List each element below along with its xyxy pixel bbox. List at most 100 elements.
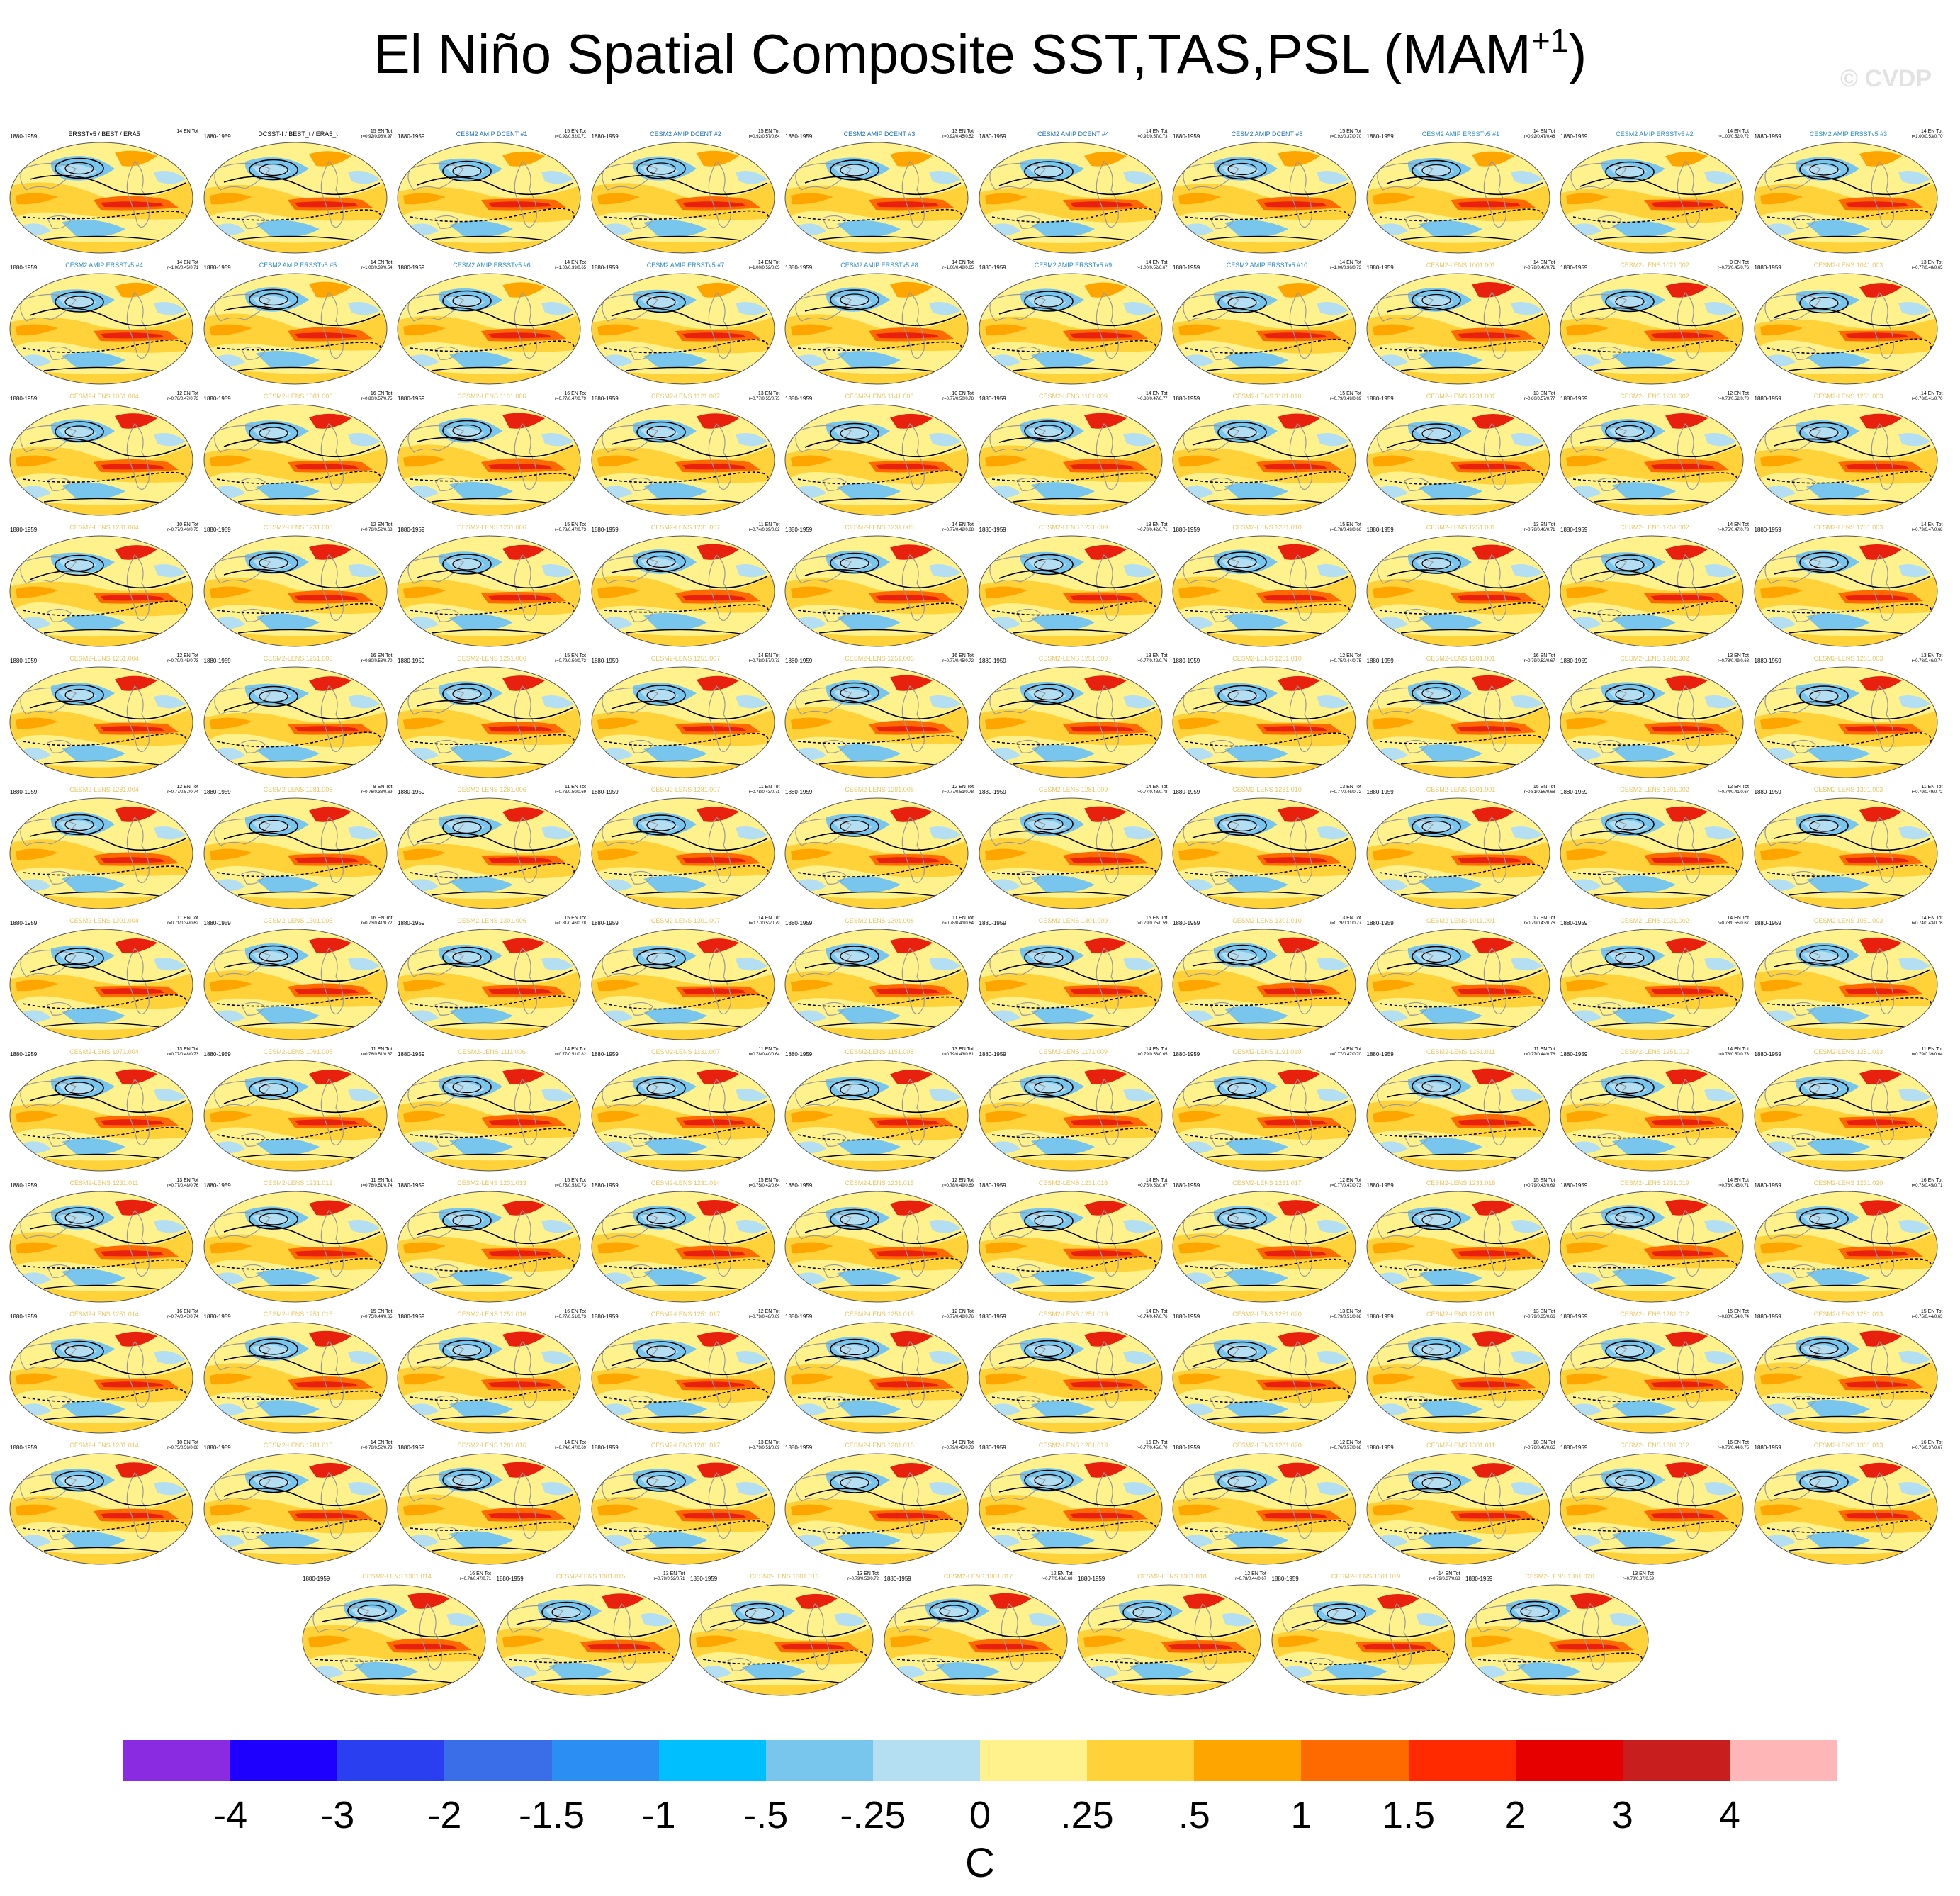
map-border (1754, 404, 1937, 516)
arctic-warm (696, 413, 739, 429)
indian-ocean-warm (1759, 193, 1803, 205)
panel-title: CESM2 AMIP ERSSTv5 #2 (1616, 130, 1694, 138)
panel-pattern-correlation: r=0.79/0.43/0.81 (942, 1053, 974, 1057)
atlantic-cool (1122, 432, 1155, 447)
psl-contour-low (248, 685, 298, 707)
map-panel: 1880-1959 CESM2-LENS 1231.001 13 EN Tot r=0… (1365, 391, 1558, 520)
map-border (1560, 404, 1744, 516)
map-field (785, 536, 968, 646)
map-border (1754, 142, 1937, 254)
map-field (979, 798, 1162, 909)
map-border (9, 404, 193, 516)
panel-map (591, 1322, 775, 1434)
map-field (591, 536, 775, 646)
panel-pattern-correlation: r=0.81/0.56/0.68 (1523, 790, 1555, 795)
map-field (785, 798, 968, 909)
panel-event-count: 14 EN Tot (952, 1440, 974, 1445)
americas-outline (708, 292, 731, 359)
panel-years: 1880-1959 (1754, 1445, 1781, 1451)
panel-map (1172, 1191, 1356, 1303)
americas-outline (514, 292, 537, 359)
panel-event-count: 13 EN Tot (1920, 260, 1943, 265)
americas-outline (320, 292, 344, 359)
map-field (1366, 142, 1550, 253)
panel-title: CESM2 AMIP ERSSTv5 #5 (259, 262, 337, 269)
panel-title: CESM2 AMIP ERSSTv5 #8 (840, 262, 918, 269)
psl-contour-low (248, 288, 298, 310)
panel-years: 1880-1959 (1173, 789, 1200, 795)
psl-contour-low-inner (1227, 426, 1257, 439)
eurasia-outline (20, 556, 77, 584)
map-field (1754, 798, 1937, 909)
australia-outline (47, 346, 72, 360)
psl-contour-south (43, 498, 165, 504)
panel-years: 1880-1959 (1366, 658, 1394, 664)
panel-title: CESM2-LENS 1251.008 (845, 655, 914, 662)
panel-pattern-correlation: r=1.00/0.39/0.65 (555, 266, 586, 270)
panel-pattern-correlation: r=0.77/0.51/0.82 (555, 1053, 586, 1057)
panel-event-count: 10 EN Tot (952, 391, 974, 396)
map-field (398, 798, 580, 909)
map-field (884, 1585, 1067, 1695)
panel-event-count: 9 EN Tot (373, 785, 393, 790)
panel-title: CESM2-LENS 1071.004 (69, 1048, 139, 1055)
map-panel: 1880-1959 CESM2-LENS 1301.013 16 EN Tot r=0… (1753, 1440, 1946, 1569)
psl-contour-south (1400, 235, 1521, 242)
colorbar-tick-label: .5 (1178, 1794, 1210, 1836)
psl-contour-low-inner (1615, 295, 1645, 308)
colorbar-units: C (965, 1840, 995, 1886)
panel-map (397, 273, 581, 385)
panel-title: CESM2-LENS 1251.019 (1038, 1311, 1108, 1318)
panel-map (1172, 1322, 1356, 1434)
map-border (1366, 142, 1550, 254)
map-field (398, 1060, 580, 1171)
panel-years: 1880-1959 (10, 1445, 38, 1451)
panel-pattern-correlation: r=0.81/0.46/0.78 (555, 921, 586, 926)
map-field (1754, 536, 1937, 646)
panel-pattern-correlation: r=0.77/0.50/0.78 (942, 397, 974, 401)
indian-ocean-warm (16, 455, 58, 467)
panel-title: CESM2-LENS 1301.007 (650, 917, 721, 924)
panel-years: 1880-1959 (398, 396, 425, 402)
psl-contour-low-inner (1421, 293, 1451, 307)
atlantic-cool (347, 695, 380, 709)
panel-years: 1880-1959 (398, 133, 425, 140)
panel-title: CESM2-LENS 1281.009 (1038, 786, 1108, 793)
panel-pattern-correlation: r=1.00/0.36/0.73 (1330, 266, 1361, 270)
psl-contour (998, 570, 1155, 589)
panel-event-count: 15 EN Tot (757, 1178, 780, 1183)
australia-outline (1403, 477, 1429, 491)
map-panel: 1880-1959 CESM2-LENS 1231.007 11 EN Tot r=0… (590, 522, 783, 651)
indian-ocean-warm (403, 586, 446, 598)
arctic-warm (696, 282, 739, 298)
psl-contour-low-inner (258, 163, 288, 176)
panel-title: CESM2-LENS 1301.002 (1620, 786, 1689, 793)
map-panel: 1880-1959 CESM2-LENS 1231.018 15 EN Tot r=0… (1365, 1178, 1558, 1307)
south-pacific-cool (62, 482, 125, 500)
psl-contour-south (818, 235, 940, 242)
psl-contour (29, 700, 186, 720)
indian-ocean-warm (1178, 455, 1221, 467)
map-border (1560, 535, 1744, 647)
map-panel: 1880-1959 CESM2-LENS 1301.016 13 EN Tot r=0… (689, 1571, 882, 1700)
map-field (979, 1323, 1162, 1433)
panel-years: 1880-1959 (1366, 920, 1394, 926)
map-panel: 1880-1959 CESM2-LENS 1281.013 15 EN Tot r=0… (1753, 1309, 1946, 1438)
psl-contour-low (1023, 291, 1074, 312)
map-field (1560, 1191, 1743, 1302)
map-panel: 1880-1959 CESM2-LENS 1231.002 12 EN Tot r=0… (1559, 391, 1752, 520)
panel-map (1172, 404, 1356, 516)
psl-contour (1386, 176, 1543, 196)
psl-contour-low-inner (452, 424, 482, 437)
panel-event-count: 15 EN Tot (1145, 916, 1168, 921)
map-panel: 1880-1959 CESM2-LENS 1031.002 14 EN Tot r=0… (1559, 916, 1752, 1045)
psl-contour-dashed (1379, 341, 1544, 352)
panel-title: CESM2-LENS 1231.006 (457, 524, 526, 531)
map-panel: 1880-1959 CESM2-LENS 1231.016 14 EN Tot r=0… (978, 1178, 1171, 1307)
psl-contour-dashed (604, 604, 769, 614)
atlantic-cool (154, 432, 186, 447)
indian-ocean-warm (1178, 324, 1221, 336)
map-border (9, 666, 193, 778)
psl-contour-low-inner (452, 164, 482, 178)
psl-contour-low-inner (1033, 295, 1064, 308)
